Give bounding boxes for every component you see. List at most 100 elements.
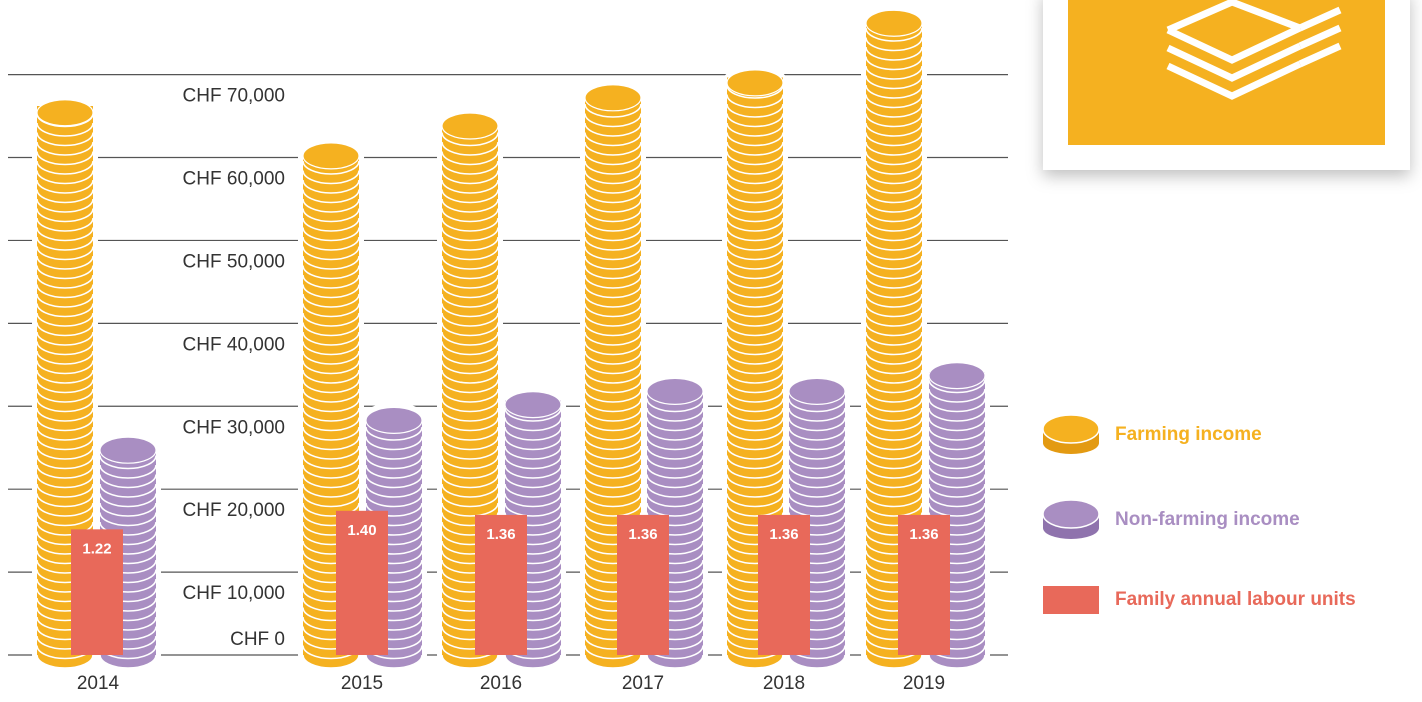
coin-edge <box>302 369 360 384</box>
coin-edge <box>726 255 784 270</box>
coin-edge <box>865 331 923 346</box>
coin-edge <box>726 350 784 365</box>
bar-label: 1.36 <box>769 526 798 543</box>
coin-edge <box>302 312 360 327</box>
y-tick-label: CHF 50,000 <box>183 251 285 272</box>
coin-edge <box>36 654 94 669</box>
coin-edge <box>726 84 784 99</box>
coin-edge <box>302 417 360 432</box>
coin-edge <box>441 502 499 517</box>
coin-edge <box>865 122 923 137</box>
y-tick-label: CHF 20,000 <box>183 500 285 521</box>
coin-edge <box>441 303 499 318</box>
legend-item: Family annual labour units <box>1043 586 1356 614</box>
coin-edge <box>36 265 94 280</box>
x-tick-label: 2018 <box>763 673 805 694</box>
coin-edge <box>36 360 94 375</box>
coin-edge <box>302 483 360 498</box>
coin-edge <box>646 474 704 489</box>
coin-edge <box>646 483 704 498</box>
coin-edge <box>302 493 360 508</box>
coin-edge <box>726 303 784 318</box>
coin-edge <box>928 493 986 508</box>
coin-edge <box>584 436 642 451</box>
coin-edge <box>865 27 923 42</box>
coin-edge <box>646 417 704 432</box>
y-tick-label: CHF 10,000 <box>183 583 285 604</box>
coin-edge <box>441 322 499 337</box>
coin-edge <box>36 502 94 517</box>
coin-edge <box>726 341 784 356</box>
coin-edge <box>365 483 423 498</box>
coin-edge <box>726 94 784 109</box>
coin-edge <box>646 464 704 479</box>
coin-edge <box>36 455 94 470</box>
coin-edge <box>441 293 499 308</box>
coin-edge <box>865 217 923 232</box>
coin-edge <box>36 341 94 356</box>
coin-edge <box>302 379 360 394</box>
coin-stack <box>32 94 98 673</box>
coin-edge <box>865 37 923 52</box>
x-tick-label: 2014 <box>77 673 120 694</box>
coin-edge <box>584 654 642 669</box>
coin-edge <box>865 265 923 280</box>
labour-bar <box>898 514 950 655</box>
coin-edge <box>584 369 642 384</box>
coin-edge <box>36 350 94 365</box>
coin-edge <box>504 483 562 498</box>
coin-edge <box>726 426 784 441</box>
legend-coin-top <box>1042 499 1100 529</box>
coin-edge <box>302 227 360 242</box>
coin-edge <box>865 65 923 80</box>
coin-edge <box>302 445 360 460</box>
coin-edge <box>36 464 94 479</box>
bar-label: 1.40 <box>347 522 376 539</box>
coin-edge <box>584 417 642 432</box>
y-tick-label: CHF 30,000 <box>183 417 285 438</box>
coin-edge <box>865 227 923 242</box>
coin-top <box>365 406 423 434</box>
coin-edge <box>865 170 923 185</box>
coin-edge <box>865 255 923 270</box>
coin-edge <box>726 445 784 460</box>
coin-edge <box>726 379 784 394</box>
coin-edge <box>788 493 846 508</box>
coin-edge <box>726 274 784 289</box>
coin-edge <box>865 436 923 451</box>
coin-edge <box>726 654 784 669</box>
legend-label: Non-farming income <box>1115 509 1300 530</box>
coin-edge <box>365 455 423 470</box>
coin-edge <box>504 426 562 441</box>
coin-edge <box>788 455 846 470</box>
bar-label: 1.36 <box>486 526 515 543</box>
coin-edge <box>584 122 642 137</box>
coin-edge <box>36 398 94 413</box>
coin-edge <box>865 360 923 375</box>
coin-edge <box>928 445 986 460</box>
badge <box>1043 0 1410 170</box>
coin-stack <box>861 5 927 673</box>
legend-swatch <box>1043 586 1099 614</box>
coin-top <box>504 391 562 419</box>
legend-label: Farming income <box>1115 424 1262 445</box>
coin-edge <box>441 265 499 280</box>
coin-edge <box>36 274 94 289</box>
coin-edge <box>584 445 642 460</box>
coin-edge <box>504 464 562 479</box>
coin-edge <box>365 474 423 489</box>
coin-edge <box>726 236 784 251</box>
coin-edge <box>726 322 784 337</box>
coin-edge <box>928 426 986 441</box>
coin-edge <box>646 426 704 441</box>
coin-edge <box>865 493 923 508</box>
coin-edge <box>365 426 423 441</box>
y-tick-label: CHF 70,000 <box>183 86 285 107</box>
coin-edge <box>36 284 94 299</box>
coin-edge <box>646 407 704 422</box>
coin-edge <box>726 455 784 470</box>
coin-edge <box>865 246 923 261</box>
coin-edge <box>865 84 923 99</box>
coin-edge <box>865 236 923 251</box>
coin-edge <box>726 198 784 213</box>
